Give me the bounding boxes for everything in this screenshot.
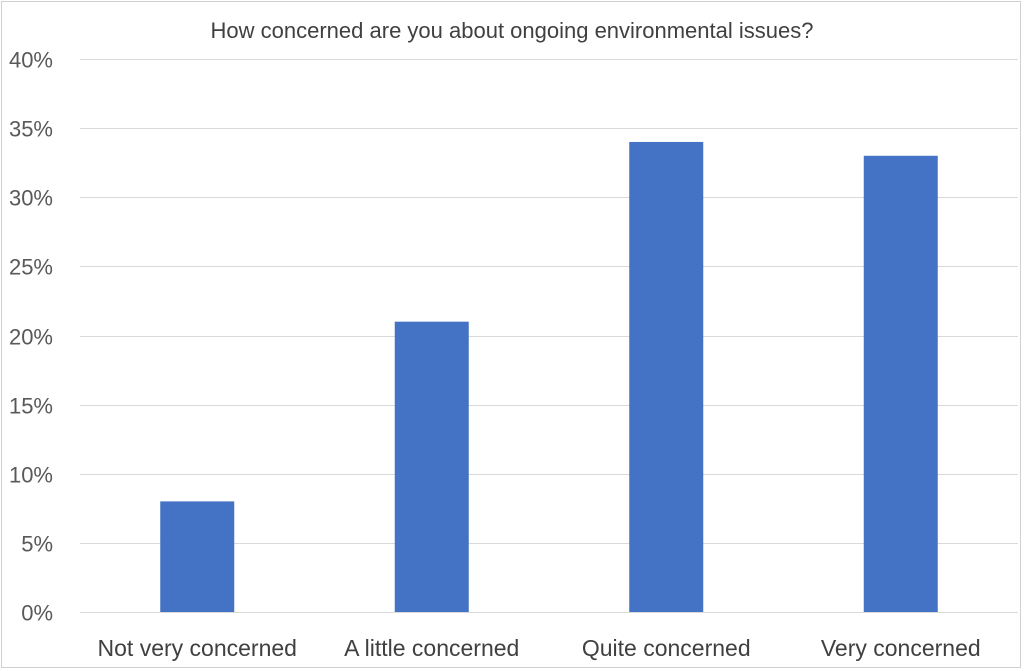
chart-title: How concerned are you about ongoing envi… [211,18,814,43]
y-tick-label: 5% [21,532,53,557]
bars [160,141,938,612]
bar [629,141,704,612]
y-tick-label: 35% [9,117,53,142]
y-axis-tick-labels: 0% 5% 10% 15% 20% 25% 30% 35% 40% [9,48,53,626]
y-tick-label: 40% [9,48,53,73]
y-tick-label: 15% [9,394,53,419]
x-axis-tick-labels: Not very concerned A little concerned Quit… [98,635,981,661]
y-tick-label: 20% [9,325,53,350]
bar [394,321,469,612]
bar [160,501,235,612]
y-tick-label: 25% [9,255,53,280]
y-tick-label: 30% [9,186,53,211]
bar [863,155,938,612]
x-tick-label: Quite concerned [582,635,751,661]
x-tick-label: A little concerned [344,635,519,661]
x-tick-label: Not very concerned [98,635,297,661]
y-tick-label: 0% [21,601,53,626]
y-tick-label: 10% [9,463,53,488]
x-tick-label: Very concerned [821,635,981,661]
gridlines [80,59,1018,613]
